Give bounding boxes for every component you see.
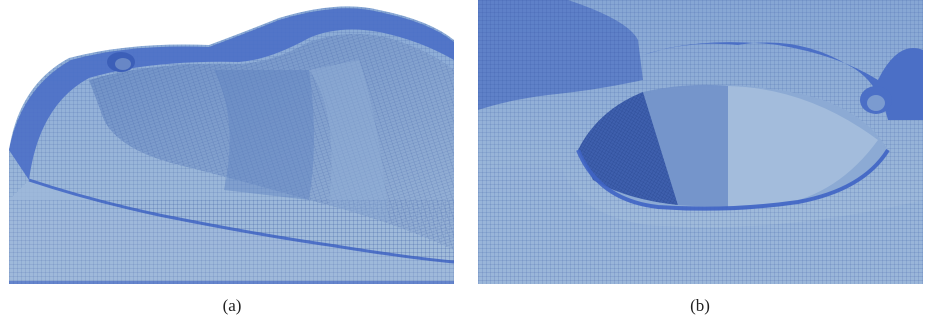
mesh-render-b bbox=[478, 0, 923, 284]
panel-label-b: (b) bbox=[690, 296, 710, 315]
mesh-rim-a bbox=[9, 8, 454, 180]
mesh-panel-a bbox=[9, 0, 454, 284]
panel-label-a: (a) bbox=[222, 296, 242, 315]
mesh-panel-b bbox=[478, 0, 923, 284]
mesh-render-a bbox=[9, 6, 454, 284]
